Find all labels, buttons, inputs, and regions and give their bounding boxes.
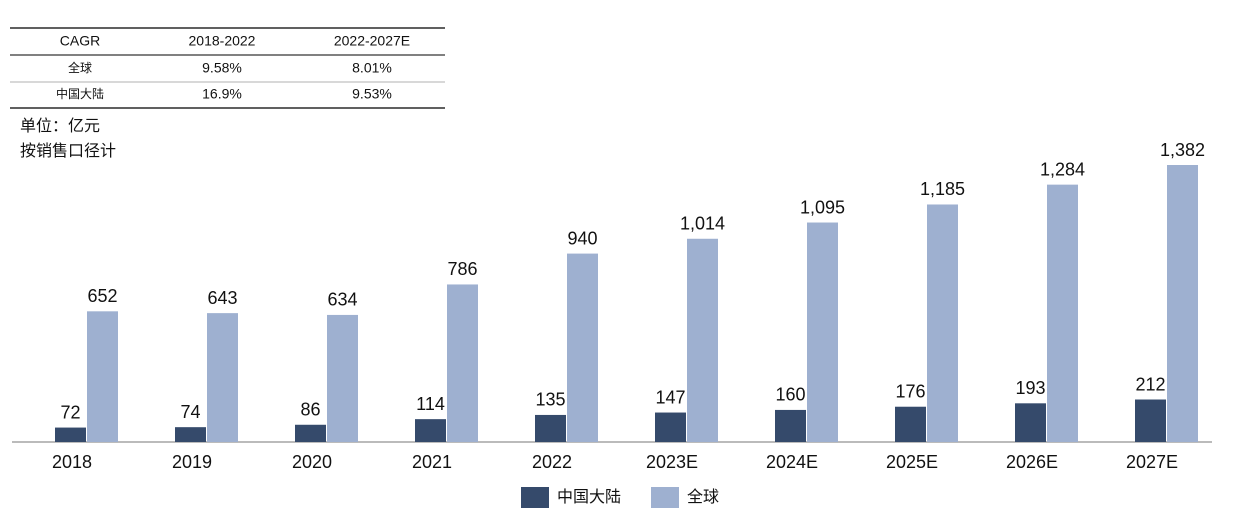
table-cell: 16.9%	[202, 86, 242, 102]
data-label: 643	[207, 288, 237, 308]
data-label: 1,382	[1160, 140, 1205, 160]
data-label: 193	[1015, 378, 1045, 398]
bar	[175, 427, 206, 442]
bar	[535, 414, 566, 442]
x-tick-label: 2021	[412, 452, 452, 472]
legend-label: 中国大陆	[557, 488, 621, 506]
data-label: 212	[1135, 374, 1165, 394]
x-tick-label: 2019	[172, 452, 212, 472]
basis-note: 按销售口径计	[20, 142, 116, 160]
data-label: 1,014	[680, 214, 725, 234]
table-header: 2022-2027E	[334, 33, 410, 49]
data-label: 72	[60, 402, 80, 422]
bar	[927, 204, 958, 442]
bar	[55, 427, 86, 442]
bar	[567, 253, 598, 442]
x-tick-label: 2020	[292, 452, 332, 472]
x-tick-label: 2024E	[766, 452, 818, 472]
bar	[295, 424, 326, 442]
legend-swatch	[651, 487, 679, 508]
bar	[415, 419, 446, 442]
table-cell: 全球	[68, 60, 92, 75]
data-label: 147	[655, 387, 685, 407]
x-tick-label: 2027E	[1126, 452, 1178, 472]
data-label: 1,095	[800, 197, 845, 217]
data-label: 160	[775, 385, 805, 405]
data-label: 114	[416, 394, 445, 414]
bar	[447, 284, 478, 442]
table-header: 2018-2022	[189, 33, 256, 49]
table-cell: 9.53%	[352, 86, 392, 102]
bar	[895, 406, 926, 442]
bar	[775, 409, 806, 442]
legend-swatch	[521, 487, 549, 508]
data-label: 940	[567, 228, 597, 248]
bar	[807, 222, 838, 442]
bar	[327, 314, 358, 442]
data-label: 652	[87, 286, 117, 306]
table-cell: 8.01%	[352, 60, 392, 76]
x-tick-label: 2025E	[886, 452, 938, 472]
x-tick-label: 2022	[532, 452, 572, 472]
bar	[1135, 399, 1166, 442]
bar	[207, 313, 238, 442]
table-header: CAGR	[60, 33, 100, 49]
cagr-table: CAGR 2018-2022 2022-2027E 全球 9.58% 8.01%…	[10, 27, 445, 109]
bar	[655, 412, 686, 442]
bar	[1015, 403, 1046, 442]
table-cell: 中国大陆	[56, 86, 104, 101]
legend-label: 全球	[687, 488, 719, 506]
data-label: 1,185	[920, 179, 965, 199]
bar	[687, 238, 718, 442]
table-cell: 9.58%	[202, 60, 242, 76]
bar	[1167, 165, 1198, 442]
data-label: 176	[895, 381, 925, 401]
x-tick-label: 2026E	[1006, 452, 1058, 472]
data-label: 86	[300, 400, 320, 420]
data-label: 1,284	[1040, 159, 1085, 179]
data-label: 74	[180, 402, 200, 422]
x-tick-label: 2018	[52, 452, 92, 472]
data-label: 634	[327, 290, 357, 310]
data-label: 135	[535, 390, 565, 410]
bar	[1047, 184, 1078, 442]
unit-note: 单位：亿元	[20, 117, 100, 135]
data-label: 786	[447, 259, 477, 279]
x-tick-label: 2023E	[646, 452, 698, 472]
bar	[87, 311, 118, 442]
